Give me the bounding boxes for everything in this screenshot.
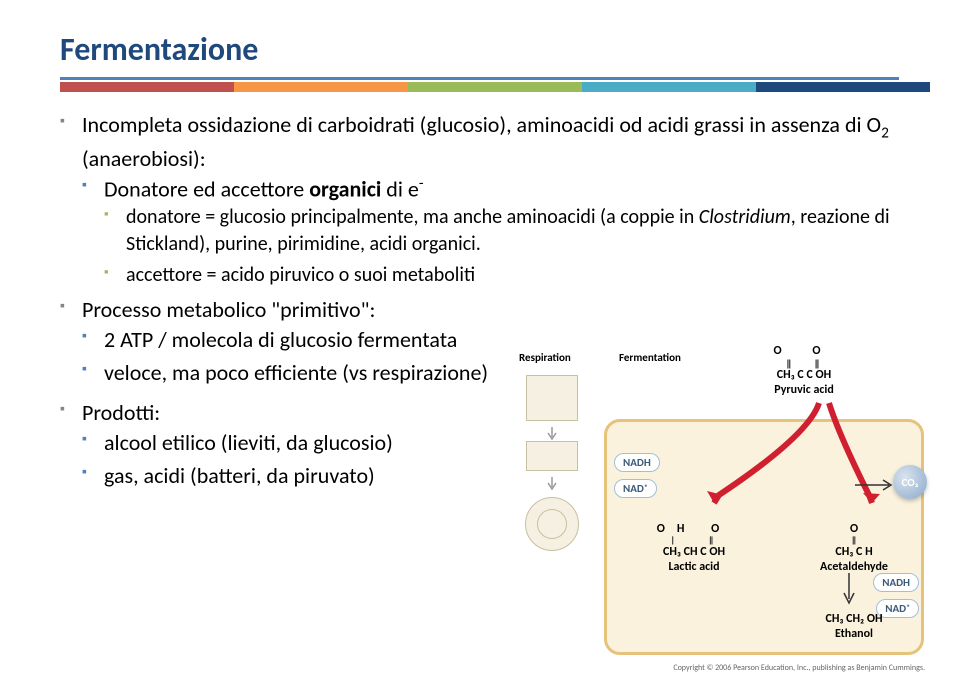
b5-text: Processo metabolico "primitivo": (82, 296, 375, 323)
acet-formula: CH₃ C H (799, 546, 909, 559)
co2-bubble: CO₂ (893, 465, 927, 499)
stripe-4 (582, 82, 756, 92)
bullet-sub-2: 2 ATP / molecola di glucosio fermentata (82, 325, 502, 355)
respiration-header: Respiration (519, 351, 571, 364)
resp-cycle (525, 497, 579, 551)
slide-title: Fermentazione (60, 30, 899, 69)
fermentation-header: Fermentation (619, 351, 681, 364)
bullet-sub-3: veloce, ma poco efficiente (vs respirazi… (82, 358, 502, 388)
b2-sup: - (419, 174, 424, 193)
ethanol-formula: CH₃ CH₂ OH (799, 613, 909, 626)
nadh-right: NADH (873, 573, 919, 592)
bullet-sub-1: Donatore ed accettore organici di e- don… (82, 174, 899, 289)
stripe-2 (234, 82, 408, 92)
resp-step-1 (526, 375, 578, 421)
respiration-column (507, 375, 597, 551)
co2-arrow (855, 475, 895, 495)
stripe-1 (60, 82, 234, 92)
bullet-sub-sub-1: donatore = glucosio principalmente, ma a… (104, 204, 899, 258)
stripe-5 (756, 82, 930, 92)
lactic-formula: CH₃ CH C OH (629, 546, 759, 559)
nadplus-left: NAD⁺ (614, 479, 657, 498)
b2-bold: organici (309, 175, 381, 202)
b1-text: Incompleta ossidazione di carboidrati (g… (82, 111, 881, 138)
b1-sub: 2 (881, 123, 889, 142)
nadh-left: NADH (614, 453, 660, 472)
resp-arrow-2 (526, 477, 578, 491)
b3-ital: Clostridium (699, 205, 791, 229)
b2-tail: di e (381, 175, 419, 202)
b1-tail: (anaerobiosi): (82, 145, 206, 172)
resp-arrow-1 (526, 427, 578, 441)
acetaldehyde: O ‖ CH₃ C H Acetaldehyde (799, 523, 909, 574)
pyruvic-mid: CH₃ C C OH (739, 369, 869, 382)
bullet-sub-sub-2: accettore = acido piruvico o suoi metabo… (104, 262, 899, 289)
bullet-main-1: Incompleta ossidazione di carboidrati (g… (60, 110, 899, 289)
resp-step-2 (526, 441, 578, 471)
copyright-text: Copyright © 2006 Pearson Education, Inc.… (673, 663, 925, 673)
ethanol-label: Ethanol (799, 628, 909, 641)
b8-text: Prodotti: (82, 399, 160, 426)
title-underline (60, 77, 899, 80)
color-stripe-row (60, 82, 930, 92)
bullet-sub-4: alcool etilico (lieviti, da glucosio) (82, 428, 502, 458)
acet-to-ethanol-arrow (839, 573, 859, 607)
b2-pre: Donatore ed accettore (104, 175, 309, 202)
lactic-label: Lactic acid (629, 561, 759, 574)
fermentation-diagram: Respiration Fermentation O O ‖ ‖ CH₃ C C… (499, 345, 929, 675)
bullet-sub-5: gas, acidi (batteri, da piruvato) (82, 461, 502, 491)
ethanol: CH₃ CH₂ OH Ethanol (799, 613, 909, 641)
b3-pre: donatore = glucosio principalmente, ma a… (126, 205, 699, 229)
stripe-3 (408, 82, 582, 92)
lactic-acid: OH O | ‖ CH₃ CH C OH Lactic acid (629, 523, 759, 574)
